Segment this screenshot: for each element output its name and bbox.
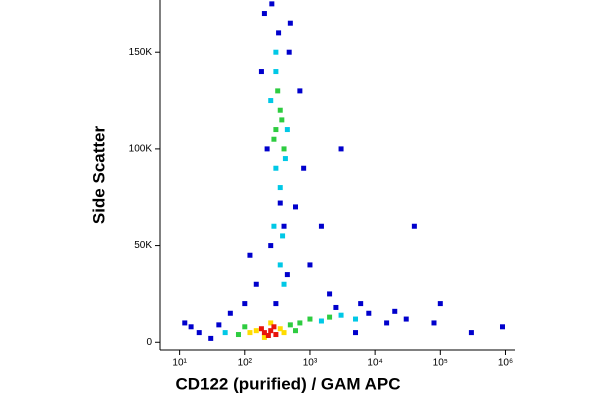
point [268,320,274,326]
point [276,30,282,36]
point [353,330,359,336]
y-tick-label: 50K [134,240,152,251]
point [253,281,259,287]
point [235,332,241,338]
point [261,330,267,336]
point [281,281,287,287]
point [293,204,299,210]
point [284,272,290,278]
point [208,335,214,341]
point [247,252,253,258]
point [284,127,290,133]
point [437,301,443,307]
point [253,328,259,334]
point [277,326,283,332]
point [281,146,287,152]
point [279,117,285,123]
point [273,332,279,338]
y-tick-label: 100K [129,144,153,155]
y-axis-title: Side Scatter [89,125,108,224]
point [242,301,248,307]
point [273,127,279,133]
x-tick-label: 10³ [303,358,318,369]
point [318,318,324,324]
point [411,223,417,229]
point [338,146,344,152]
point [307,316,313,322]
point [268,98,274,104]
point [196,330,202,336]
point [301,165,307,171]
point [242,324,248,330]
point [281,330,287,336]
point [261,11,267,17]
point [258,326,264,332]
x-axis-title: CD122 (purified) / GAM APC [175,374,400,393]
point [403,316,409,322]
x-tick-label: 10² [238,358,253,369]
x-tick-label: 10⁶ [498,358,513,369]
point [338,312,344,318]
point [261,334,267,340]
point [358,301,364,307]
point [216,322,222,328]
point [327,314,333,320]
point [499,324,505,330]
point [287,322,293,328]
point [297,88,303,94]
point [297,320,303,326]
point [277,200,283,206]
point [277,185,283,191]
point [273,301,279,307]
point [268,328,274,334]
point [271,223,277,229]
point [258,69,264,75]
point [265,332,271,338]
point [327,291,333,297]
point [392,308,398,314]
point [273,165,279,171]
point [468,330,474,336]
point [227,310,233,316]
point [384,320,390,326]
point [333,304,339,310]
point [280,233,286,239]
point [268,243,274,249]
y-tick-label: 150K [129,47,153,58]
point [366,310,372,316]
point [318,223,324,229]
point [281,223,287,229]
point [293,328,299,334]
point [247,330,253,336]
point [273,69,279,75]
point [264,146,270,152]
point [307,262,313,268]
y-tick-label: 0 [146,337,152,348]
point [188,324,194,330]
point [431,320,437,326]
point [269,1,275,7]
x-tick-label: 10⁵ [433,358,448,369]
point [271,136,277,142]
point [277,262,283,268]
point [222,330,228,336]
point [353,316,359,322]
x-tick-label: 10⁴ [367,358,382,369]
point [287,20,293,26]
point [282,156,288,162]
x-tick-label: 10¹ [172,358,187,369]
point [275,88,281,94]
point [277,107,283,113]
point [182,320,188,326]
point [271,324,277,330]
point [273,49,279,55]
point [286,49,292,55]
